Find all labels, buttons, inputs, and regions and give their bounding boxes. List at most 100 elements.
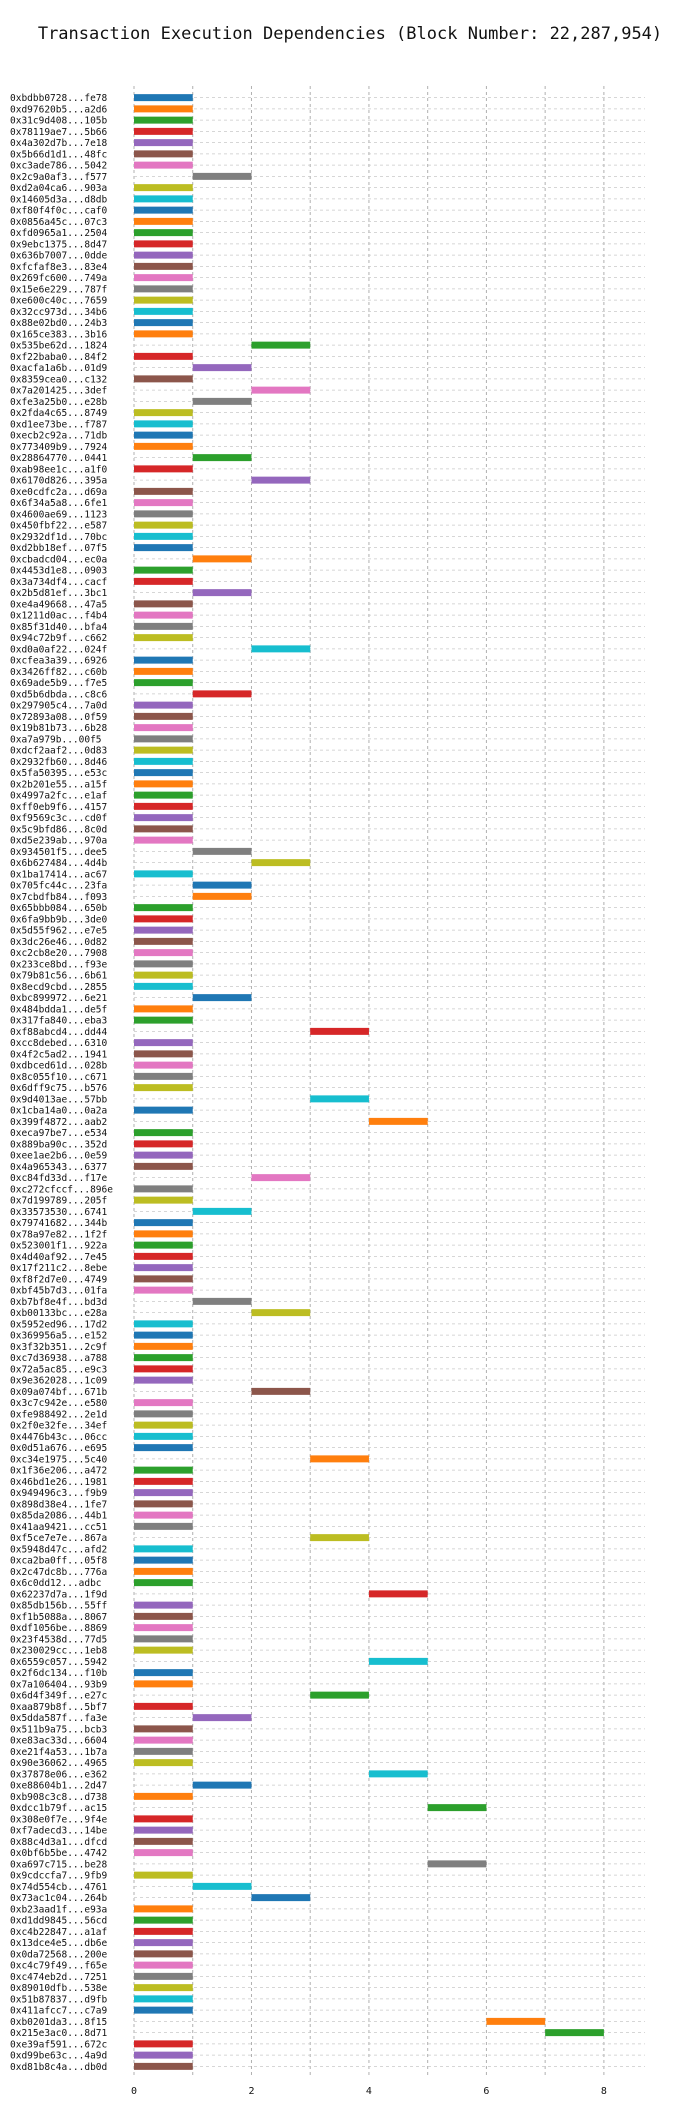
transaction-label: 0x269fc600...749a (10, 273, 107, 284)
transaction-bar (134, 1500, 193, 1508)
transaction-bar (134, 127, 193, 135)
transaction-label: 0x2932fb60...8d46 (10, 757, 108, 768)
transaction-bar (192, 994, 252, 1002)
transaction-bar (134, 1196, 193, 1204)
transaction-bar (310, 1455, 369, 1463)
x-tick-labels: 0 2 4 6 8 (131, 2086, 607, 2097)
transaction-label: 0x6d4f349f...e27c (10, 1691, 107, 1702)
transaction-bar (134, 814, 193, 822)
transaction-bar (310, 1534, 369, 1542)
transaction-bar (192, 1207, 252, 1215)
transaction-label: 0xab98ee1c...a1f0 (10, 464, 108, 475)
transaction-label: 0xb00133bc...e28a (10, 1308, 107, 1319)
transaction-label: 0x399f4872...aab2 (10, 1117, 107, 1128)
transaction-bar (486, 2017, 546, 2025)
transaction-bar (134, 600, 193, 608)
transaction-label: 0x3f32b351...2c9f (10, 1342, 107, 1353)
transaction-label: 0xb908c3c8...d738 (10, 1792, 108, 1803)
transaction-label: 0xcc8debed...6310 (10, 1038, 108, 1049)
transaction-label: 0xe88604b1...2d47 (10, 1781, 107, 1792)
transaction-label: 0xb0201da3...8f15 (10, 2017, 107, 2028)
transaction-bar (134, 1972, 193, 1980)
transaction-label: 0xecb2c92a...71db (10, 431, 108, 442)
transaction-label: 0xca2ba0ff...05f8 (10, 1556, 108, 1567)
transaction-label: 0x3a734df4...cacf (10, 577, 107, 588)
transaction-label: 0xeca97be7...e534 (10, 1128, 108, 1139)
transaction-bar (134, 1219, 193, 1227)
transaction-bar (192, 172, 252, 180)
transaction-label: 0xfcfaf8e3...83e4 (10, 262, 108, 273)
transaction-label: 0xc474eb2d...7251 (10, 1972, 108, 1983)
transaction-bar (134, 1916, 193, 1924)
transaction-bar (134, 1635, 193, 1643)
transaction-label: 0x3426ff82...c60b (10, 667, 108, 678)
transaction-label: 0x411afcc7...c7a9 (10, 2006, 108, 2017)
transaction-bar (134, 1624, 193, 1632)
transaction-bar (134, 1342, 193, 1350)
transaction-label: 0x898d38e4...1fe7 (10, 1499, 107, 1510)
transaction-bar (134, 937, 193, 945)
transaction-label: 0x79741682...344b (10, 1218, 108, 1229)
transaction-label: 0x9d4013ae...57bb (10, 1094, 108, 1105)
grid-layer (133, 86, 645, 2076)
transaction-label: 0x0856a45c...07c3 (10, 217, 107, 228)
transaction-label: 0x4f2c5ad2...1941 (10, 1049, 108, 1060)
transaction-bar (134, 1995, 193, 2003)
transaction-label: 0x85f31d40...bfa4 (10, 622, 108, 633)
transaction-label: 0xc4c79f49...f65e (10, 1961, 108, 1972)
transaction-label: 0x7a201425...3def (10, 386, 107, 397)
transaction-bar (134, 1365, 193, 1373)
transaction-label: 0x19b81b73...6b28 (10, 723, 108, 734)
transaction-label: 0xa7a979b...00f5 (10, 734, 102, 745)
transaction-bar (134, 1579, 193, 1587)
transaction-bar (134, 1905, 193, 1913)
transaction-label: 0x2b5d81ef...3bc1 (10, 588, 108, 599)
transaction-bar (192, 454, 252, 462)
transaction-label: 0x6559c057...5942 (10, 1657, 107, 1668)
transaction-label: 0x773409b9...7924 (10, 442, 108, 453)
transaction-label: 0x511b9a75...bcb3 (10, 1724, 107, 1735)
transaction-label: 0x4997a2fc...e1af (10, 791, 107, 802)
transaction-label: 0x5948d47c...afd2 (10, 1544, 107, 1555)
transaction-label: 0x2fda4c65...8749 (10, 408, 108, 419)
transaction-bar (134, 1466, 193, 1474)
transaction-bar (134, 420, 193, 428)
chart-title: Transaction Execution Dependencies (Bloc… (38, 24, 662, 44)
transaction-bar (134, 1680, 193, 1688)
transaction-label: 0x230029cc...1eb8 (10, 1646, 108, 1657)
transaction-label: 0x79b81c56...6b61 (10, 971, 108, 982)
transaction-bar (134, 1950, 193, 1958)
transaction-bar (134, 1106, 193, 1114)
transaction-bar (134, 1016, 193, 1024)
transaction-bar (134, 161, 193, 169)
transaction-bar (134, 296, 193, 304)
transaction-bar (134, 2062, 193, 2070)
transaction-label: 0xe4a49668...47a5 (10, 599, 107, 610)
transaction-bar (251, 1387, 311, 1395)
transaction-bar (134, 1444, 193, 1452)
transaction-label: 0x89010dfb...538e (10, 1983, 108, 1994)
transaction-bar (192, 1882, 252, 1890)
transaction-label: 0xdbced61d...028b (10, 1061, 108, 1072)
transaction-bar (134, 1320, 193, 1328)
transaction-label: 0x934501f5...dee5 (10, 847, 107, 858)
transaction-label: 0x13dce4e5...db6e (10, 1938, 108, 1949)
transaction-label: 0x949496c3...f9b9 (10, 1488, 108, 1499)
transaction-label: 0x5952ed96...17d2 (10, 1319, 107, 1330)
transaction-label: 0x85db156b...55ff (10, 1601, 107, 1612)
transaction-bar (134, 611, 193, 619)
transaction-label: 0x4600ae69...1123 (10, 509, 107, 520)
transaction-label: 0x37878e06...e362 (10, 1769, 107, 1780)
transaction-bar (134, 1421, 193, 1429)
transaction-bar (251, 1174, 311, 1182)
transaction-bar (134, 1984, 193, 1992)
transaction-label: 0x5fa50395...e53c (10, 768, 107, 779)
transaction-label: 0x9e362028...1c09 (10, 1376, 108, 1387)
transaction-label: 0xc4b22847...a1af (10, 1927, 107, 1938)
transaction-label: 0x2b201e55...a15f (10, 779, 107, 790)
transaction-label: 0xacfa1a6b...01d9 (10, 363, 108, 374)
bar-layer (134, 94, 604, 2070)
transaction-label: 0x5d55f962...e7e5 (10, 926, 107, 937)
transaction-bar (427, 1860, 487, 1868)
